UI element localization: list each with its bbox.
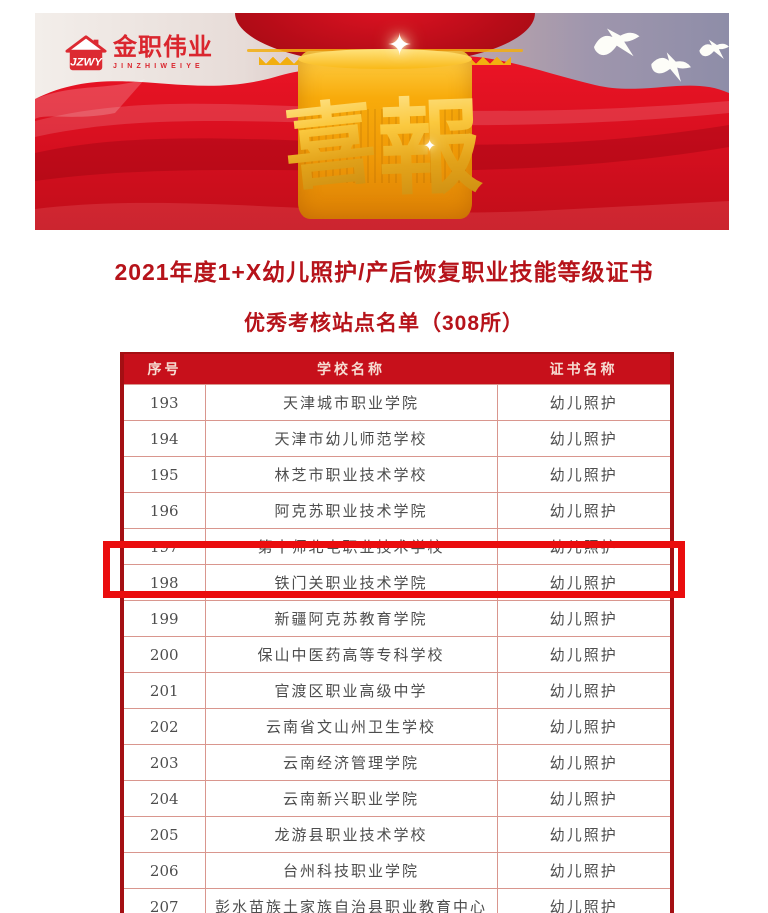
cell-school: 第十师北屯职业技术学校: [204, 528, 498, 565]
cell-serial: 205: [121, 816, 206, 853]
cell-serial: 203: [121, 744, 206, 781]
cell-school: 龙游县职业技术学校: [204, 816, 498, 853]
cell-school: 台州科技职业学院: [204, 852, 498, 889]
cell-school: 保山中医药高等专科学校: [204, 636, 498, 673]
cell-serial: 195: [121, 456, 206, 493]
cell-school: 阿克苏职业技术学院: [204, 492, 498, 529]
cell-serial: 200: [121, 636, 206, 673]
cell-school: 铁门关职业技术学院: [204, 564, 498, 601]
table-row: 202 云南省文山州卫生学校 幼儿照护: [121, 708, 673, 745]
cell-serial: 202: [121, 708, 206, 745]
table-row: 204 云南新兴职业学院 幼儿照护: [121, 780, 673, 817]
logo-house-icon: JZWY: [65, 35, 107, 71]
page-title: 2021年度1+X幼儿照护/产后恢复职业技能等级证书: [114, 259, 654, 285]
cell-serial: 204: [121, 780, 206, 817]
cell-serial: 207: [121, 888, 206, 913]
cell-school: 林芝市职业技术学校: [204, 456, 498, 493]
cell-serial: 194: [121, 420, 206, 457]
xibao-calligraphy: 喜 報: [279, 57, 484, 211]
cell-cert: 幼儿照护: [496, 672, 673, 709]
cell-cert: 幼儿照护: [496, 492, 673, 529]
table-row: 195 林芝市职业技术学校 幼儿照护: [121, 456, 673, 493]
cell-school: 天津市幼儿师范学校: [204, 420, 498, 457]
cell-cert: 幼儿照护: [496, 564, 673, 601]
table-row: 203 云南经济管理学院 幼儿照护: [121, 744, 673, 781]
cell-serial: 199: [121, 600, 206, 637]
table-row: 205 龙游县职业技术学校 幼儿照护: [121, 816, 673, 853]
col-header-serial: 序号: [122, 353, 205, 385]
cell-cert: 幼儿照护: [496, 636, 673, 673]
table-row: 197 第十师北屯职业技术学校 幼儿照护: [121, 528, 673, 565]
banner: ✦ ✦ 喜 報 JZWY: [35, 13, 729, 230]
sparkle-icon: ✦: [387, 29, 413, 62]
cell-cert: 幼儿照护: [496, 888, 673, 913]
logo-brand-latin: JINZHIWEIYE: [113, 63, 204, 71]
table-row: 201 官渡区职业高级中学 幼儿照护: [121, 672, 673, 709]
cell-serial: 196: [121, 492, 206, 529]
table-row: 196 阿克苏职业技术学院 幼儿照护: [121, 492, 673, 529]
cell-school: 云南经济管理学院: [204, 744, 498, 781]
cell-cert: 幼儿照护: [496, 528, 673, 565]
dove-icon: [696, 38, 729, 66]
dove-icon: [587, 23, 647, 72]
cell-school: 天津城市职业学院: [204, 384, 498, 421]
table-row-highlighted: 198 铁门关职业技术学院 幼儿照护: [121, 564, 673, 601]
col-header-school: 学校名称: [205, 353, 497, 385]
table-row: 193 天津城市职业学院 幼儿照护: [121, 384, 673, 421]
table-row: 194 天津市幼儿师范学校 幼儿照护: [121, 420, 673, 457]
cell-cert: 幼儿照护: [496, 456, 673, 493]
dove-icon: [645, 50, 695, 90]
cell-cert: 幼儿照护: [496, 384, 673, 421]
cell-serial: 198: [121, 564, 206, 601]
table-row: 200 保山中医药高等专科学校 幼儿照护: [121, 636, 673, 673]
cell-serial: 193: [121, 384, 206, 421]
cell-school: 云南省文山州卫生学校: [204, 708, 498, 745]
cell-cert: 幼儿照护: [496, 708, 673, 745]
col-header-cert: 证书名称: [497, 353, 672, 385]
brand-logo: JZWY 金职伟业 JINZHIWEIYE: [65, 34, 213, 73]
lantern-base-icon: [298, 49, 472, 219]
cell-serial: 197: [121, 528, 206, 565]
table-row: 207 彭水苗族土家族自治县职业教育中心 幼儿照护: [121, 888, 673, 913]
cell-school: 彭水苗族土家族自治县职业教育中心: [204, 888, 498, 913]
sparkle-icon: ✦: [423, 138, 437, 155]
calligraphy-char: 喜: [276, 68, 382, 210]
page-subtitle: 优秀考核站点名单（308所）: [243, 312, 525, 335]
table-header-row: 序号 学校名称 证书名称: [122, 353, 672, 385]
cell-cert: 幼儿照护: [496, 600, 673, 637]
cell-school: 新疆阿克苏教育学院: [204, 600, 498, 637]
logo-badge-text: JZWY: [70, 56, 103, 68]
cell-cert: 幼儿照护: [496, 816, 673, 853]
cell-serial: 206: [121, 852, 206, 889]
cell-school: 官渡区职业高级中学: [204, 672, 498, 709]
table-row: 206 台州科技职业学院 幼儿照护: [121, 852, 673, 889]
logo-brand-name: 金职伟业: [113, 34, 213, 61]
cell-cert: 幼儿照护: [496, 420, 673, 457]
cell-school: 云南新兴职业学院: [204, 780, 498, 817]
awardee-table: 序号 学校名称 证书名称 193 天津城市职业学院 幼儿照护 194 天津市幼儿…: [120, 352, 674, 913]
cell-cert: 幼儿照护: [496, 852, 673, 889]
cell-serial: 201: [121, 672, 206, 709]
cell-cert: 幼儿照护: [496, 780, 673, 817]
cell-cert: 幼儿照护: [496, 744, 673, 781]
table-row: 199 新疆阿克苏教育学院 幼儿照护: [121, 600, 673, 637]
